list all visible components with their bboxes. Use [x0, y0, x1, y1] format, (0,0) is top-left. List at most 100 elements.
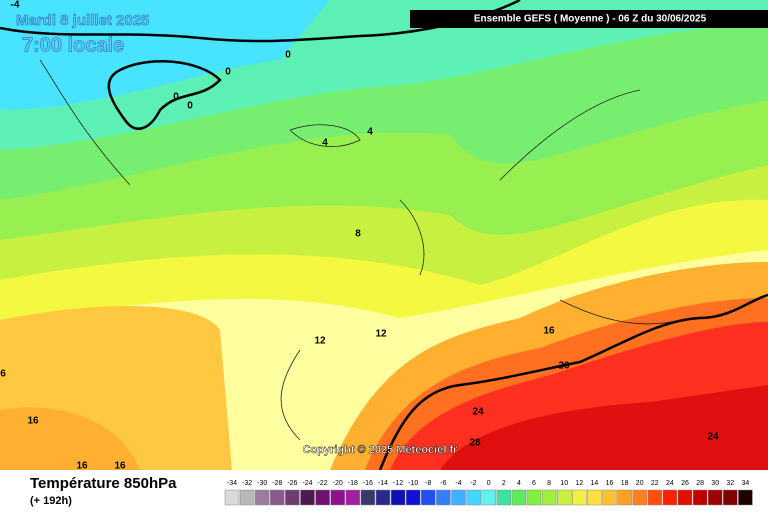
legend-swatch [285, 489, 300, 506]
legend-swatch [647, 489, 663, 506]
legend-label: -12 [393, 480, 403, 487]
legend-label: 32 [726, 480, 734, 487]
legend-label: -20 [333, 480, 343, 487]
legend-label: -2 [470, 480, 476, 487]
legend-label: -4 [455, 480, 461, 487]
legend-swatch [315, 489, 330, 506]
legend-label: 10 [560, 480, 568, 487]
legend-swatch [224, 489, 240, 506]
contour-label: 20 [558, 361, 570, 372]
contour-label: 24 [707, 432, 719, 443]
contour-label: 8 [355, 229, 361, 240]
legend-label: -32 [242, 480, 252, 487]
legend-swatch [587, 489, 602, 506]
legend-label: 18 [621, 480, 629, 487]
legend-label: -30 [257, 480, 267, 487]
legend-label: -26 [287, 480, 297, 487]
contour-label: 4 [367, 127, 373, 138]
legend-label: -8 [425, 480, 431, 487]
legend-swatch [421, 489, 436, 506]
contour-label: 0 [225, 67, 231, 78]
date-label: Mardi 8 juillet 2025 [16, 12, 149, 29]
legend-swatch [436, 489, 451, 506]
legend-label: 2 [502, 480, 506, 487]
copyright: Copyright © 2025 Meteociel.fr [303, 444, 459, 456]
legend-swatch [254, 489, 270, 506]
legend-swatch [723, 489, 738, 506]
legend-label: 16 [606, 480, 614, 487]
contour-label: 4 [322, 138, 328, 149]
contour-label: 28 [469, 438, 481, 449]
legend-label: -22 [318, 480, 328, 487]
legend-label: 30 [711, 480, 719, 487]
legend-swatch [481, 489, 496, 506]
contour-label: 16 [114, 461, 126, 472]
legend-label: -16 [363, 480, 373, 487]
legend-swatch [345, 489, 361, 506]
legend-swatch [375, 489, 391, 506]
legend-swatch [511, 489, 527, 506]
contour-label: 16 [543, 326, 555, 337]
contour-label: 0 [187, 101, 193, 112]
contour-label: 12 [375, 329, 387, 340]
legend-label: -10 [408, 480, 418, 487]
legend-label: -14 [378, 480, 388, 487]
legend-swatch [496, 489, 512, 506]
coastline [39, 59, 681, 441]
legend-label: 0 [487, 480, 491, 487]
legend-label: 22 [651, 480, 659, 487]
contour-label: 0 [285, 50, 291, 61]
header-box [410, 10, 768, 28]
legend-label: 8 [547, 480, 551, 487]
legend-swatch [677, 489, 693, 506]
legend-swatch [617, 489, 632, 506]
legend-label: -28 [272, 480, 282, 487]
legend-swatch [602, 489, 617, 506]
temp-band [0, 407, 140, 470]
contour-label: 16 [76, 461, 88, 472]
legend-label: 6 [532, 480, 536, 487]
legend-swatch [405, 489, 421, 506]
legend-swatch [572, 489, 587, 506]
legend-label: -6 [440, 480, 446, 487]
contour-zero [107, 60, 222, 130]
legend-swatch [556, 489, 572, 506]
legend-swatch [632, 489, 647, 506]
legend-swatch [662, 489, 678, 506]
contour-twenty [378, 293, 768, 471]
legend-label: 12 [575, 480, 583, 487]
legend-label: 20 [636, 480, 644, 487]
legend-swatch [360, 489, 376, 506]
legend-swatch [239, 489, 255, 506]
legend-label: 4 [517, 480, 521, 487]
legend-swatch [738, 489, 753, 506]
legend-swatch [451, 489, 466, 506]
contour-label: 24 [472, 407, 484, 418]
legend-swatch [300, 489, 315, 506]
contour-label: 0 [173, 92, 179, 103]
legend-label: 24 [666, 480, 674, 487]
legend-swatch [330, 489, 345, 506]
legend-swatch [270, 489, 285, 506]
legend-label: 14 [591, 480, 599, 487]
legend-swatch [390, 489, 406, 506]
lead-label: (+ 192h) [30, 495, 72, 507]
legend-swatch [707, 489, 723, 506]
legend-label: -18 [348, 480, 358, 487]
legend-swatch [526, 489, 542, 506]
legend-label: -34 [227, 480, 237, 487]
legend-swatch [466, 489, 481, 506]
legend-label: -24 [302, 480, 312, 487]
legend-swatch [692, 489, 708, 506]
legend-label: 34 [742, 480, 750, 487]
contour-label: 12 [314, 336, 326, 347]
model-label: Ensemble GEFS ( Moyenne ) - 06 Z du 30/0… [474, 14, 707, 25]
temp-band [440, 385, 768, 470]
legend-swatch [541, 489, 557, 506]
legend-label: 28 [696, 480, 704, 487]
contour-label: 16 [27, 416, 39, 427]
variable-label: Température 850hPa [30, 475, 177, 492]
contour-label: 6 [0, 369, 6, 380]
